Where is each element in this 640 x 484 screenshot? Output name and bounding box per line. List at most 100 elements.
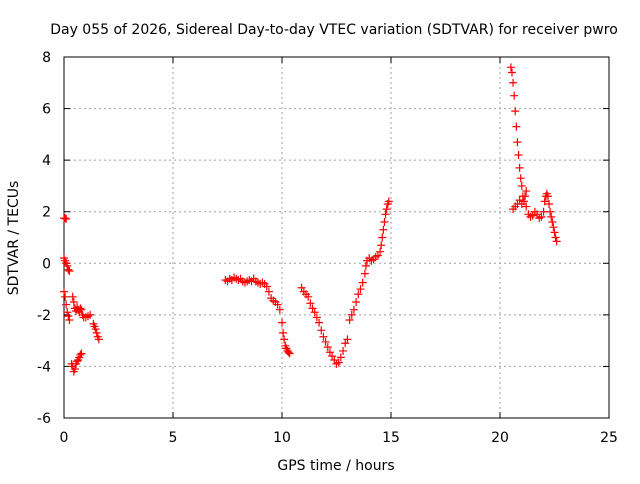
data-point xyxy=(373,251,382,260)
x-tick-label: 20 xyxy=(491,430,509,446)
y-tick-labels: -6 -4 -2 0 2 4 6 8 xyxy=(37,50,51,427)
data-point xyxy=(378,233,387,242)
data-point xyxy=(511,107,520,116)
x-tick-label: 15 xyxy=(382,430,400,446)
data-point xyxy=(352,297,361,306)
grid xyxy=(64,57,609,418)
data-point xyxy=(262,282,271,291)
data-point xyxy=(551,233,560,242)
y-tick-label: -2 xyxy=(37,308,51,324)
data-point xyxy=(77,349,86,358)
y-tick-label: 6 xyxy=(42,102,51,118)
y-tick-label: 4 xyxy=(42,153,51,169)
data-point xyxy=(63,261,72,270)
y-tick-label: 8 xyxy=(42,50,51,66)
data-point xyxy=(94,335,103,344)
data-point xyxy=(60,287,68,296)
data-point xyxy=(297,283,306,292)
data-point xyxy=(279,328,288,337)
data-point xyxy=(285,349,294,358)
data-point xyxy=(70,365,79,374)
data-point xyxy=(517,181,526,190)
data-point xyxy=(68,292,77,301)
data-point xyxy=(521,192,530,201)
data-point xyxy=(63,308,72,317)
data-point xyxy=(69,297,78,306)
data-point xyxy=(83,312,92,321)
data-point xyxy=(315,318,324,327)
data-point xyxy=(547,212,556,221)
data-point xyxy=(522,202,531,211)
data-point xyxy=(65,316,74,325)
data-point xyxy=(61,292,70,301)
data-point xyxy=(325,348,334,357)
y-tick-label: 2 xyxy=(42,205,51,221)
y-tick-label: -4 xyxy=(37,359,51,375)
data-point xyxy=(513,138,522,147)
data-point xyxy=(540,197,549,206)
data-point xyxy=(64,265,73,274)
data-point xyxy=(549,223,558,232)
data-point xyxy=(506,63,515,72)
y-tick-label: 0 xyxy=(42,256,51,272)
data-point xyxy=(354,290,363,299)
data-point xyxy=(323,343,332,352)
data-point xyxy=(62,300,71,309)
data-point xyxy=(273,300,282,309)
data-point xyxy=(319,332,328,341)
data-point xyxy=(77,305,86,314)
data-point xyxy=(312,313,321,322)
data-point xyxy=(328,352,337,361)
data-point xyxy=(64,312,73,321)
data-point xyxy=(379,225,388,234)
data-point xyxy=(336,353,345,362)
data-point xyxy=(543,192,552,201)
data-point xyxy=(381,210,390,219)
data-point xyxy=(91,325,100,334)
data-point xyxy=(86,310,95,319)
data-point xyxy=(343,335,352,344)
x-tick-label: 0 xyxy=(60,430,69,446)
data-point xyxy=(515,163,524,172)
x-tick-label: 25 xyxy=(600,430,618,446)
data-point xyxy=(92,328,101,337)
data-point xyxy=(76,350,85,359)
data-point xyxy=(349,305,358,314)
data-point xyxy=(358,278,367,287)
data-point xyxy=(284,348,293,357)
data-point xyxy=(65,267,74,276)
data-point xyxy=(61,214,70,223)
chart-title: Day 055 of 2026, Sidereal Day-to-day VTE… xyxy=(50,22,618,38)
data-point xyxy=(62,214,71,223)
data-point xyxy=(516,174,525,183)
data-point xyxy=(360,269,369,278)
data-point xyxy=(382,205,391,214)
data-point xyxy=(275,305,284,314)
data-point xyxy=(384,197,393,206)
x-axis-label: GPS time / hours xyxy=(277,458,394,474)
axis-ticks xyxy=(63,56,610,419)
data-point xyxy=(347,310,356,319)
data-point xyxy=(317,326,326,335)
data-point xyxy=(546,207,555,216)
y-tick-label: -6 xyxy=(37,411,51,427)
data-point xyxy=(512,122,521,131)
data-point xyxy=(356,285,365,294)
data-point xyxy=(509,78,518,87)
data-point xyxy=(380,218,389,227)
data-point xyxy=(306,299,315,308)
data-point xyxy=(321,337,330,346)
data-point xyxy=(514,150,523,159)
y-axis-label: SDTVAR / TECUs xyxy=(6,181,22,296)
data-point xyxy=(308,304,317,313)
data-point xyxy=(517,199,526,208)
x-tick-label: 5 xyxy=(169,430,178,446)
data-point xyxy=(339,346,348,355)
data-point xyxy=(264,287,273,296)
data-point xyxy=(377,241,386,250)
data-point xyxy=(334,358,343,367)
data-point xyxy=(361,261,370,270)
data-point xyxy=(550,228,559,237)
